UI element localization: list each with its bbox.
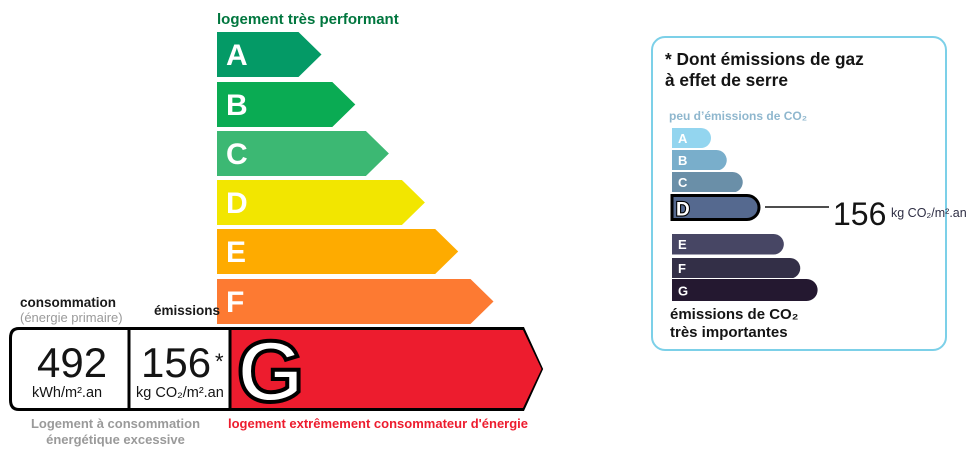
svg-text:G: G [237, 327, 304, 411]
svg-text:A: A [226, 39, 248, 72]
svg-text:C: C [226, 138, 248, 171]
svg-text:156: 156 [833, 196, 886, 232]
svg-text:A: A [678, 131, 688, 146]
svg-text:kWh/m².an: kWh/m².an [32, 385, 102, 401]
svg-text:156: 156 [141, 339, 211, 386]
svg-text:E: E [678, 237, 687, 252]
svg-text:D: D [676, 199, 690, 220]
svg-text:kg CO₂/m².an: kg CO₂/m².an [891, 206, 967, 220]
svg-text:*: * [215, 349, 224, 374]
svg-text:F: F [226, 286, 244, 319]
svg-text:D: D [226, 187, 248, 220]
svg-text:E: E [226, 236, 246, 269]
svg-text:C: C [678, 175, 688, 190]
svg-text:G: G [678, 284, 688, 299]
svg-text:F: F [678, 261, 686, 276]
svg-text:B: B [678, 153, 687, 168]
svg-text:B: B [226, 89, 248, 122]
svg-text:kg CO₂/m².an: kg CO₂/m².an [136, 385, 224, 401]
svg-text:492: 492 [37, 339, 107, 386]
